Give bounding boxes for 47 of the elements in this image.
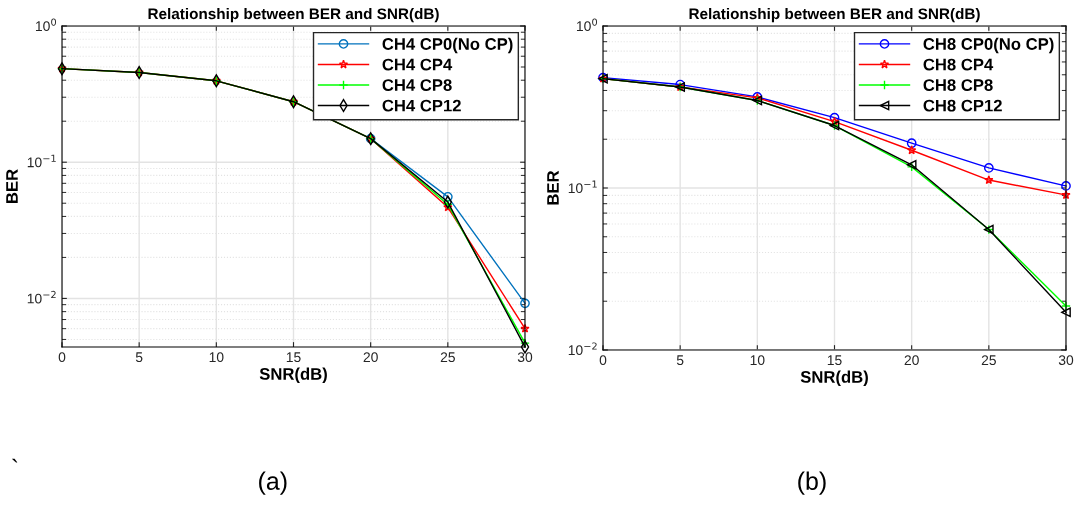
- y-tick-label: 10$^{0}$: [576, 18, 598, 32]
- point: [906, 138, 917, 149]
- x-tick-label: 20: [363, 352, 378, 363]
- x-tick-label: 25: [981, 355, 996, 366]
- x-tick-label: 30: [517, 352, 533, 363]
- x-tick-label: 10: [209, 352, 224, 363]
- legend-label: CH8 CP0(No CP): [923, 37, 1054, 54]
- point: [520, 298, 530, 309]
- point: [442, 191, 453, 202]
- y-axis-title: BER: [547, 170, 559, 205]
- point: [1061, 307, 1071, 318]
- y-tick-label: 10$^{0}$: [35, 18, 57, 32]
- x-tick-label: 15: [286, 352, 301, 363]
- y-tick-label: 10$^{−2}$: [568, 342, 597, 356]
- y-tick-label: 10$^{−2}$: [27, 290, 56, 304]
- x-tick-label: 20: [904, 355, 919, 366]
- text: (a): [259, 471, 287, 495]
- x-tick-label: 25: [440, 352, 455, 363]
- legend-label: CH4 CP0(No CP): [382, 37, 513, 54]
- x-tick-label: 0: [58, 352, 66, 363]
- x-tick-label: 15: [827, 355, 842, 366]
- x-tick-label: 5: [676, 355, 684, 366]
- x-axis-title: SNR(dB): [259, 367, 327, 384]
- chart-title: Relationship between BER and SNR(dB): [148, 7, 439, 23]
- x-tick-label: 0: [599, 355, 607, 366]
- x-tick-label: 5: [135, 352, 143, 363]
- text: (b): [798, 471, 826, 495]
- x-axis-title: SNR(dB): [800, 370, 868, 387]
- x-tick-label: 10: [750, 355, 765, 366]
- text: `: [12, 458, 18, 463]
- legend-label: CH8 CP4: [923, 58, 994, 71]
- legend-label: CH8 CP8: [923, 79, 993, 91]
- point: [1061, 181, 1071, 191]
- point: [983, 163, 994, 173]
- legend-label: CH4 CP8: [382, 79, 452, 91]
- point: [829, 116, 840, 126]
- chart-title: Relationship between BER and SNR(dB): [689, 7, 980, 23]
- y-axis-title: BER: [6, 169, 18, 203]
- legend-label: CH8 CP12: [923, 99, 1002, 112]
- y-tick-label: 10$^{−1}$: [568, 180, 597, 194]
- y-tick-label: 10$^{−1}$: [27, 154, 56, 168]
- point: [443, 195, 453, 209]
- x-tick-label: 30: [1058, 355, 1074, 366]
- legend-label: CH4 CP4: [382, 58, 453, 71]
- point: [984, 175, 994, 185]
- point: [907, 145, 917, 155]
- legend-label: CH4 CP12: [382, 99, 461, 112]
